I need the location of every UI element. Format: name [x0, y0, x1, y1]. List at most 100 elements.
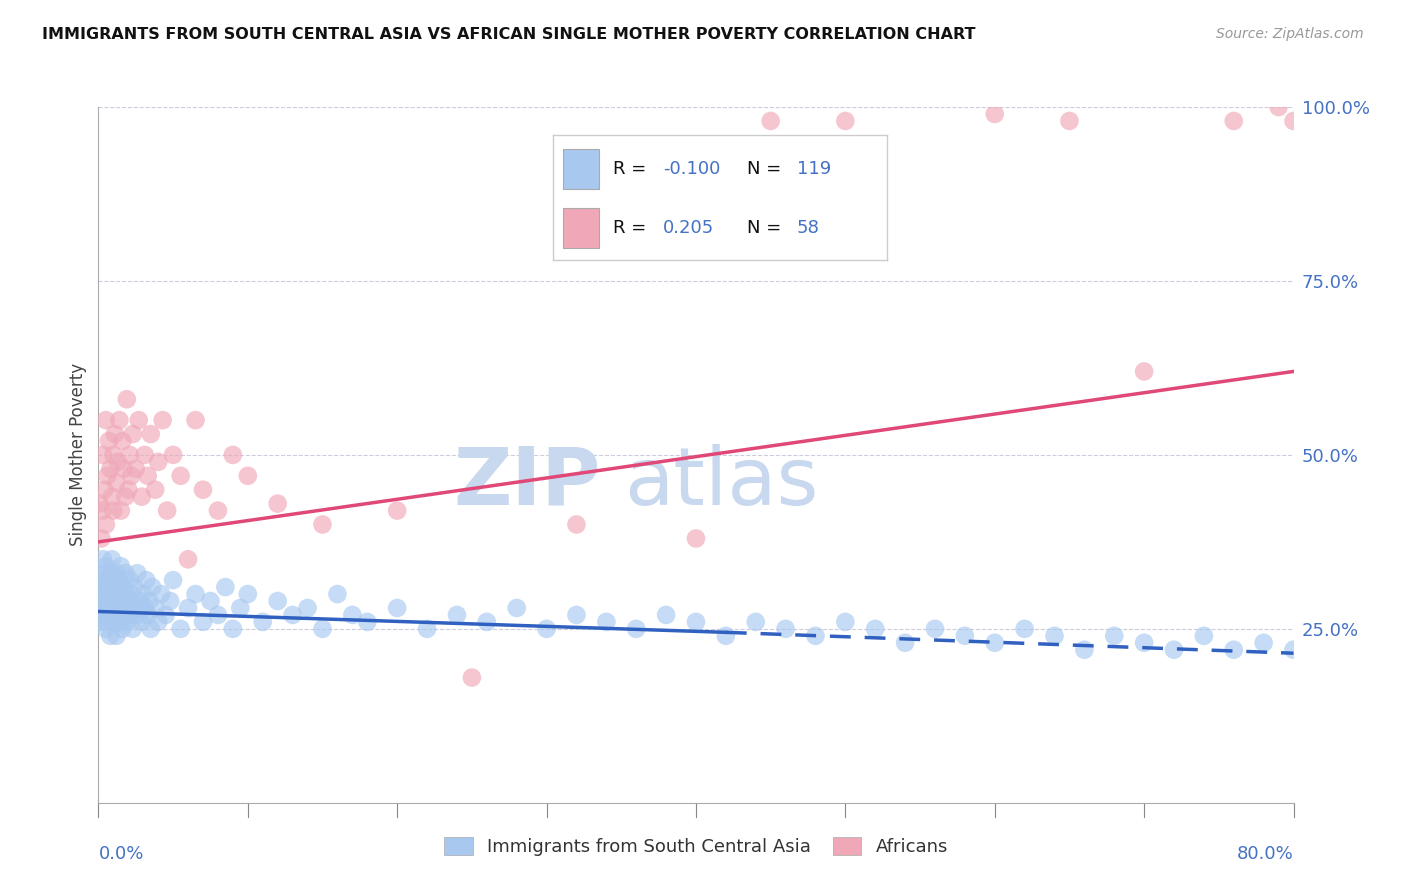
Point: [105, 566, 128, 581]
Point: [714, 629, 737, 643]
Point: [125, 462, 148, 476]
Point: [565, 517, 588, 532]
Point: [110, 559, 132, 574]
Point: [446, 607, 468, 622]
Point: [93, 483, 115, 497]
Point: [91, 552, 114, 566]
Point: [118, 573, 141, 587]
Point: [169, 622, 191, 636]
Point: [222, 448, 245, 462]
Point: [121, 622, 143, 636]
Point: [475, 615, 498, 629]
Point: [311, 622, 333, 636]
Point: [506, 601, 529, 615]
Point: [129, 594, 152, 608]
Point: [281, 607, 304, 622]
Point: [207, 503, 229, 517]
Point: [595, 615, 617, 629]
Point: [120, 587, 142, 601]
Point: [98, 594, 122, 608]
Point: [94, 622, 117, 636]
Point: [1253, 636, 1275, 650]
Point: [105, 629, 128, 643]
Point: [128, 607, 150, 622]
Point: [97, 434, 120, 448]
Point: [1133, 636, 1156, 650]
Point: [311, 517, 333, 532]
Point: [416, 622, 439, 636]
Point: [107, 455, 129, 469]
Point: [94, 517, 117, 532]
Point: [1223, 114, 1246, 128]
Point: [114, 566, 136, 581]
Point: [141, 580, 163, 594]
Point: [252, 615, 274, 629]
Point: [135, 573, 157, 587]
Point: [136, 607, 159, 622]
Point: [91, 607, 114, 622]
Point: [89, 601, 111, 615]
Text: 80.0%: 80.0%: [1237, 845, 1294, 863]
Point: [89, 497, 111, 511]
Point: [131, 490, 153, 504]
Point: [105, 601, 128, 615]
Point: [124, 580, 146, 594]
Point: [104, 427, 127, 442]
Point: [94, 587, 117, 601]
Point: [108, 573, 131, 587]
Point: [1043, 629, 1066, 643]
Text: N =: N =: [747, 160, 780, 178]
Point: [342, 607, 364, 622]
Point: [117, 594, 139, 608]
Point: [953, 629, 976, 643]
Point: [177, 601, 200, 615]
Point: [200, 594, 222, 608]
Point: [536, 622, 558, 636]
Point: [1059, 114, 1081, 128]
Point: [105, 475, 128, 490]
Point: [117, 601, 139, 615]
Point: [91, 587, 114, 601]
Point: [177, 552, 200, 566]
Point: [1133, 364, 1156, 378]
Point: [94, 413, 117, 427]
Point: [924, 622, 946, 636]
Point: [90, 615, 112, 629]
Point: [121, 427, 143, 442]
Point: [1073, 642, 1095, 657]
Point: [685, 615, 707, 629]
Point: [103, 448, 125, 462]
Y-axis label: Single Mother Poverty: Single Mother Poverty: [69, 363, 87, 547]
Point: [169, 468, 191, 483]
Point: [120, 468, 142, 483]
Point: [834, 615, 856, 629]
Point: [385, 601, 409, 615]
Point: [155, 607, 177, 622]
Point: [1282, 114, 1305, 128]
Point: [143, 483, 166, 497]
Point: [96, 468, 118, 483]
Text: Source: ZipAtlas.com: Source: ZipAtlas.com: [1216, 27, 1364, 41]
Point: [222, 622, 245, 636]
Point: [983, 107, 1005, 121]
Point: [685, 532, 707, 546]
Point: [152, 413, 174, 427]
Point: [1223, 642, 1246, 657]
Point: [125, 601, 148, 615]
Text: R =: R =: [613, 219, 645, 236]
Point: [745, 615, 768, 629]
Point: [1104, 629, 1126, 643]
Point: [97, 607, 120, 622]
Point: [759, 114, 782, 128]
Point: [112, 462, 135, 476]
Text: -0.100: -0.100: [664, 160, 720, 178]
Point: [115, 392, 138, 407]
Point: [120, 607, 142, 622]
Point: [103, 573, 125, 587]
Text: N =: N =: [747, 219, 780, 236]
Point: [104, 594, 127, 608]
Point: [150, 587, 173, 601]
Text: 119: 119: [797, 160, 831, 178]
Point: [565, 607, 588, 622]
FancyBboxPatch shape: [562, 149, 599, 189]
